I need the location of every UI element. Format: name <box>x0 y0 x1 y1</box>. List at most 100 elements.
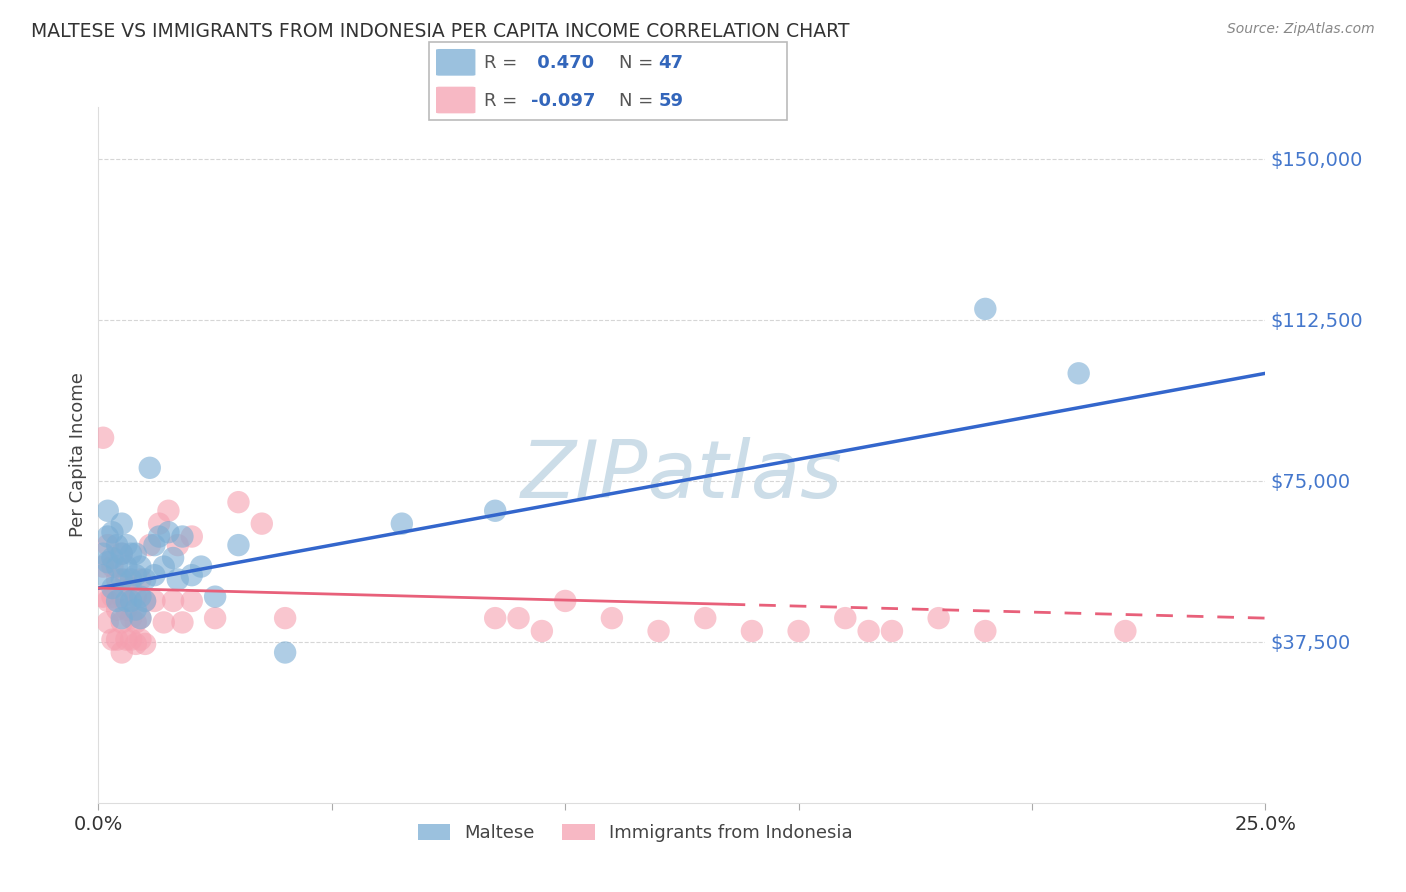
Point <box>105 538 128 552</box>
Point <box>91 431 114 445</box>
Point <box>172 529 194 543</box>
Point <box>91 547 114 561</box>
Y-axis label: Per Capita Income: Per Capita Income <box>69 373 87 537</box>
Point <box>834 611 856 625</box>
Point <box>91 559 114 574</box>
Point <box>105 632 128 647</box>
Text: ZIPatlas: ZIPatlas <box>520 437 844 515</box>
Point <box>105 602 128 616</box>
Point <box>120 573 142 587</box>
Point <box>148 516 170 531</box>
Point <box>204 590 226 604</box>
Point <box>111 516 134 531</box>
Point <box>600 611 623 625</box>
Point <box>204 611 226 625</box>
Point <box>129 559 152 574</box>
Point <box>125 590 148 604</box>
Point <box>143 538 166 552</box>
Point <box>115 632 138 647</box>
Point <box>105 573 128 587</box>
Text: N =: N = <box>619 54 659 72</box>
Point <box>180 594 202 608</box>
Text: R =: R = <box>485 54 523 72</box>
Point <box>101 581 124 595</box>
Point <box>120 547 142 561</box>
Point <box>111 590 134 604</box>
Point <box>787 624 810 638</box>
Point <box>97 504 120 518</box>
Point <box>120 594 142 608</box>
Text: 0.470: 0.470 <box>531 54 595 72</box>
Point <box>695 611 717 625</box>
Point <box>250 516 273 531</box>
Point <box>148 529 170 543</box>
Point <box>120 632 142 647</box>
Point <box>508 611 530 625</box>
Point <box>152 615 174 630</box>
Point <box>125 568 148 582</box>
Point <box>101 559 124 574</box>
Text: N =: N = <box>619 92 659 110</box>
Point <box>111 547 134 561</box>
Point <box>129 573 152 587</box>
Point <box>190 559 212 574</box>
Point <box>115 602 138 616</box>
Point <box>111 547 134 561</box>
Point <box>180 568 202 582</box>
Point <box>105 559 128 574</box>
Point <box>97 529 120 543</box>
Point <box>111 573 134 587</box>
Text: Source: ZipAtlas.com: Source: ZipAtlas.com <box>1227 22 1375 37</box>
Point <box>554 594 576 608</box>
Point <box>129 611 152 625</box>
Point <box>134 594 156 608</box>
Point <box>391 516 413 531</box>
Point <box>157 504 180 518</box>
Point <box>91 590 114 604</box>
Point <box>928 611 950 625</box>
Point <box>484 504 506 518</box>
Text: R =: R = <box>485 92 523 110</box>
Point <box>134 594 156 608</box>
Point <box>157 525 180 540</box>
Point <box>129 632 152 647</box>
Point <box>134 637 156 651</box>
Point <box>741 624 763 638</box>
Point <box>101 590 124 604</box>
Point <box>111 645 134 659</box>
Point <box>115 594 138 608</box>
Point <box>858 624 880 638</box>
Point <box>974 301 997 316</box>
Point <box>880 624 903 638</box>
Point <box>228 495 250 509</box>
Point <box>125 547 148 561</box>
Point <box>120 611 142 625</box>
Point <box>101 525 124 540</box>
Point <box>152 559 174 574</box>
Point <box>115 573 138 587</box>
Point <box>97 594 120 608</box>
Point <box>530 624 553 638</box>
Point <box>125 602 148 616</box>
Point <box>125 637 148 651</box>
Point <box>115 559 138 574</box>
Point <box>91 568 114 582</box>
Point <box>125 615 148 630</box>
Point <box>166 573 188 587</box>
Point <box>101 551 124 566</box>
Text: -0.097: -0.097 <box>531 92 595 110</box>
Text: MALTESE VS IMMIGRANTS FROM INDONESIA PER CAPITA INCOME CORRELATION CHART: MALTESE VS IMMIGRANTS FROM INDONESIA PER… <box>31 22 849 41</box>
Point <box>162 551 184 566</box>
Text: 47: 47 <box>658 54 683 72</box>
Point <box>111 611 134 625</box>
Point <box>139 460 162 475</box>
Point <box>134 573 156 587</box>
Point <box>111 615 134 630</box>
Point <box>172 615 194 630</box>
Point <box>180 529 202 543</box>
Point <box>97 555 120 569</box>
Text: 59: 59 <box>658 92 683 110</box>
Point <box>120 581 142 595</box>
Legend: Maltese, Immigrants from Indonesia: Maltese, Immigrants from Indonesia <box>418 824 852 842</box>
FancyBboxPatch shape <box>436 87 475 113</box>
